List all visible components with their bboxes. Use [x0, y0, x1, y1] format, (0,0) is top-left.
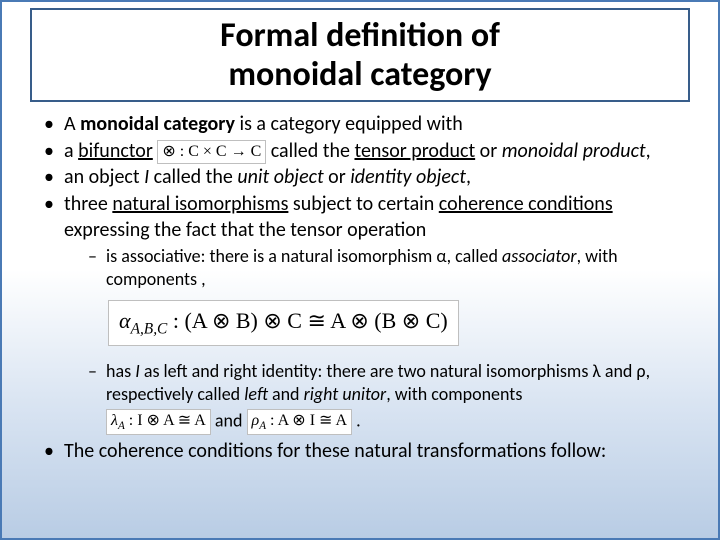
lambda-body: : I ⊗ A ≅ A: [125, 412, 206, 429]
text: and: [268, 383, 304, 405]
math-bifunctor: ⊗ : C × C → C: [157, 140, 266, 164]
content-area: A monoidal category is a category equipp…: [2, 112, 718, 465]
text: A: [64, 112, 80, 136]
text: The coherence conditions for these natur…: [64, 439, 606, 463]
link-tensor-product[interactable]: tensor product: [354, 139, 475, 163]
text-and: and: [211, 410, 247, 432]
bullet-1: A monoidal category is a category equipp…: [44, 112, 696, 138]
math-rho: ρA : A ⊗ I ≅ A: [247, 409, 353, 435]
link-coherence-conditions[interactable]: coherence conditions: [439, 192, 613, 216]
sub-bullet-2: has I as left and right identity: there …: [88, 360, 696, 435]
term-monoidal-category: monoidal category: [80, 112, 235, 136]
term-unit-object: unit object: [237, 165, 323, 189]
alpha-sub: A,B,C: [131, 321, 168, 338]
title-line-1: Formal definition of: [220, 15, 500, 56]
sub-bullet-list: is associative: there is a natural isomo…: [64, 245, 696, 290]
bullet-3: an object I called the unit object or id…: [44, 165, 696, 191]
text: has: [106, 360, 135, 382]
sub-bullet-list-2: has I as left and right identity: there …: [64, 360, 696, 435]
text: is associative: there is a natural isomo…: [106, 245, 502, 267]
sub-bullet-1: is associative: there is a natural isomo…: [88, 245, 696, 290]
lambda: λ: [111, 412, 118, 429]
text: expressing the fact that the tensor oper…: [64, 218, 426, 242]
lambda-sub: A: [118, 420, 125, 432]
rho-body: : A ⊗ I ≅ A: [266, 412, 347, 429]
text: an object: [64, 165, 144, 189]
bullet-5: The coherence conditions for these natur…: [44, 439, 696, 465]
text: is a category equipped with: [235, 112, 463, 136]
text: a: [64, 139, 78, 163]
title-line-2: monoidal category: [228, 54, 491, 95]
text: or: [324, 165, 351, 189]
bullet-2: a bifunctor ⊗ : C × C → C called the ten…: [44, 139, 696, 165]
slide-title: Formal definition of monoidal category: [42, 16, 678, 94]
text: called the: [266, 139, 354, 163]
term-associator: associator: [502, 245, 577, 267]
unitor-line: λA : I ⊗ A ≅ A and ρA : A ⊗ I ≅ A .: [106, 409, 696, 435]
math-lambda: λA : I ⊗ A ≅ A: [106, 409, 211, 435]
alpha-body: : (A ⊗ B) ⊗ C ≅ A ⊗ (B ⊗ C): [167, 308, 447, 333]
term-left: left: [244, 383, 268, 405]
text: ,: [466, 165, 471, 189]
text: subject to certain: [288, 192, 438, 216]
math-associator-formula: αA,B,C : (A ⊗ B) ⊗ C ≅ A ⊗ (B ⊗ C): [108, 300, 459, 346]
text: ,: [646, 139, 651, 163]
term-right-unitor: right unitor: [304, 383, 387, 405]
text: , with components: [386, 383, 522, 405]
term-identity-object: identity object: [350, 165, 466, 189]
text: three: [64, 192, 112, 216]
bullet-4: three natural isomorphisms subject to ce…: [44, 192, 696, 435]
text: or: [475, 139, 502, 163]
link-natural-isomorphisms[interactable]: natural isomorphisms: [112, 192, 288, 216]
text: called the: [149, 165, 237, 189]
term-monoidal-product: monoidal product: [502, 139, 646, 163]
alpha: α: [119, 308, 131, 333]
title-box: Formal definition of monoidal category: [30, 8, 690, 102]
text: .: [352, 410, 361, 432]
link-bifunctor[interactable]: bifunctor: [78, 139, 153, 163]
bullet-list: A monoidal category is a category equipp…: [24, 112, 696, 465]
